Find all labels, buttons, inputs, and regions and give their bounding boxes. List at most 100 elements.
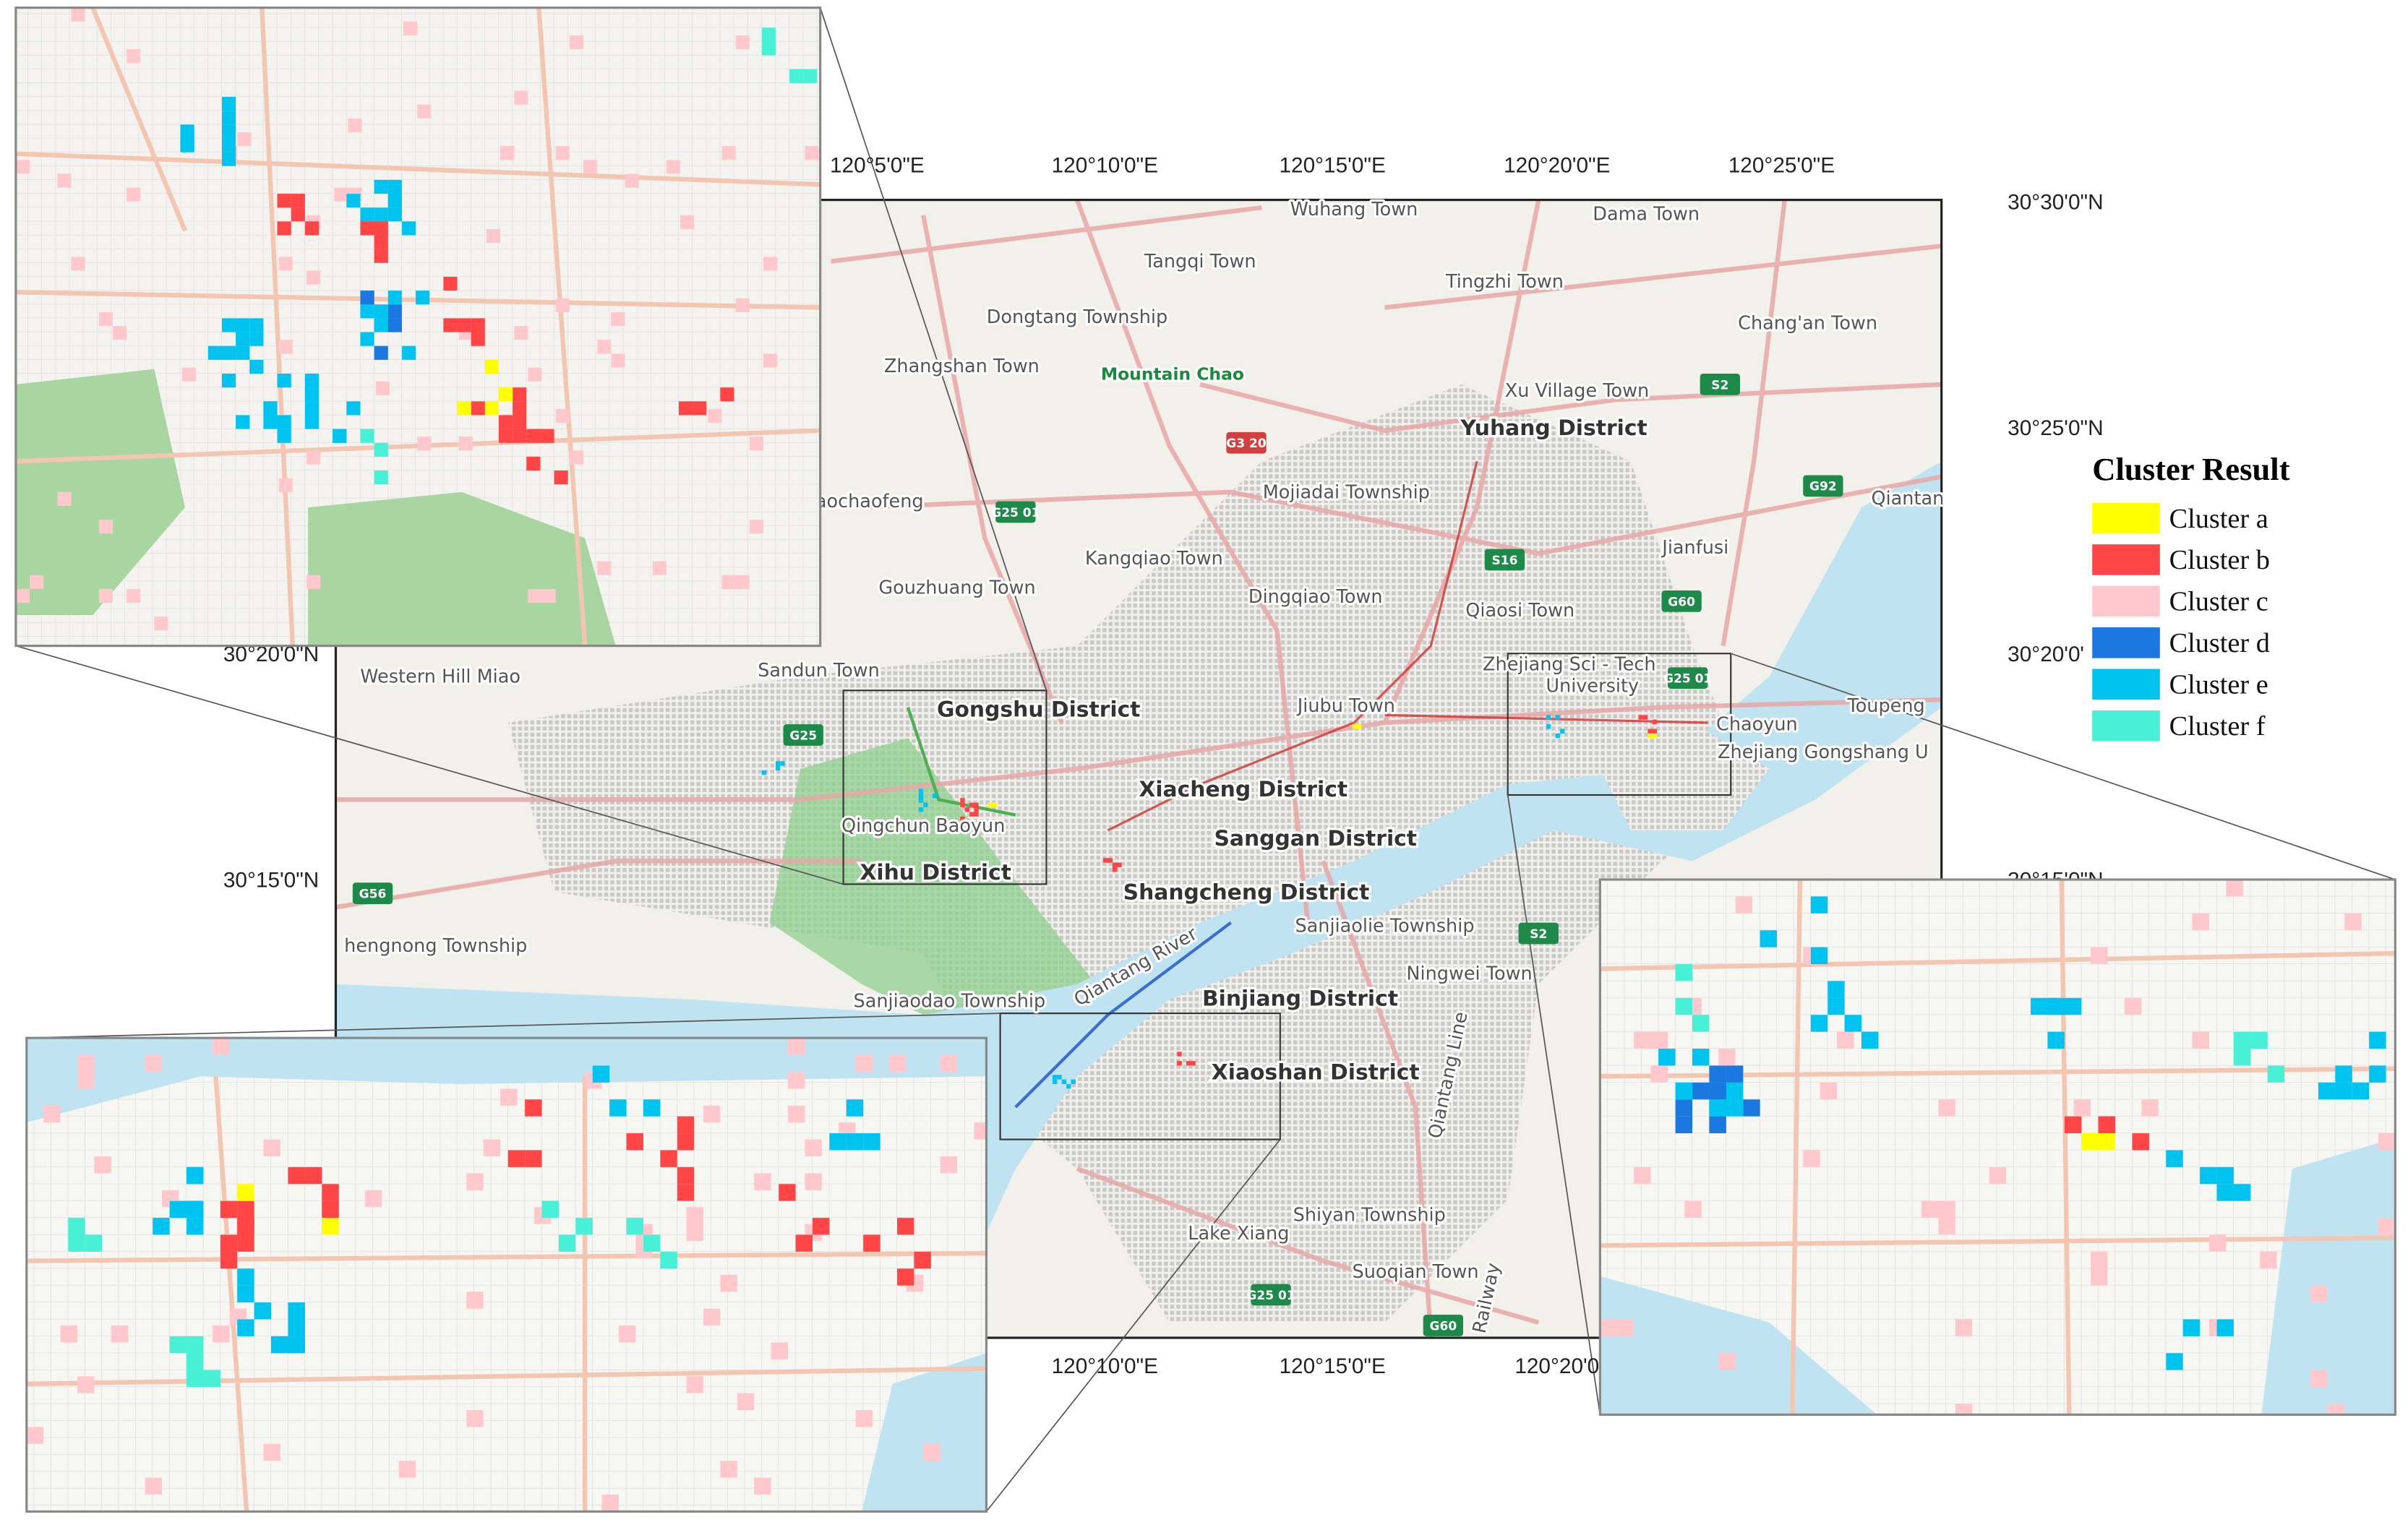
cluster-cell: [2327, 1404, 2345, 1415]
cluster-cell: [77, 1071, 95, 1089]
cluster-cell: [703, 1105, 721, 1123]
cluster-cell: [897, 1268, 914, 1286]
cluster-cell: [145, 1054, 163, 1072]
cluster-cell: [1709, 1116, 1726, 1134]
cluster-cell: [222, 97, 236, 111]
cluster-cell: [735, 298, 750, 312]
cluster-cell: [1989, 1166, 2007, 1185]
cluster-cell: [1938, 1099, 1955, 1117]
cluster-cell: [2047, 997, 2065, 1015]
cluster-cell: [278, 478, 293, 492]
cluster-cell: [1709, 1082, 1726, 1100]
place-label: Dongtang Township: [987, 306, 1167, 328]
cluster-cell: [304, 415, 320, 429]
cluster-cell: [787, 1038, 805, 1055]
cluster-cell: [897, 1218, 914, 1235]
road-shield: [1251, 1284, 1291, 1306]
cluster-cell: [569, 35, 583, 50]
cluster-cell: [220, 1200, 238, 1219]
cluster-cell: [187, 1370, 204, 1388]
cluster-cell: [291, 207, 305, 222]
cluster-cell: [558, 1234, 576, 1252]
cluster-cell: [677, 1166, 695, 1185]
cluster-cell: [288, 1166, 305, 1185]
road-shield-label: G56: [359, 888, 387, 902]
cluster-cell: [795, 1234, 813, 1252]
cluster-cell: [686, 1207, 703, 1224]
cluster-cell: [98, 520, 113, 534]
cluster-cell: [498, 387, 513, 402]
cluster-cell: [609, 1099, 627, 1117]
cluster-cell: [154, 616, 168, 631]
cluster-cell: [401, 345, 416, 360]
cluster-cell: [513, 429, 527, 443]
cluster-cell: [417, 437, 432, 451]
cluster-cell: [375, 381, 390, 395]
cluster-cell: [1921, 1200, 1939, 1219]
cluster-cell: [334, 187, 348, 202]
cluster-cell: [618, 1325, 636, 1343]
cluster-cell: [525, 1150, 542, 1167]
axis-label: 120°20'0"E: [1504, 153, 1610, 177]
place-label: Tangqi Town: [1144, 251, 1256, 272]
cluster-cell: [1071, 1079, 1076, 1084]
cluster-cell: [68, 1218, 85, 1235]
axis-label: 120°25'0"E: [1728, 153, 1835, 177]
cluster-cell: [322, 1200, 339, 1219]
cluster-cell: [2369, 1065, 2386, 1083]
cluster-cell: [180, 124, 194, 139]
map-frame: [334, 198, 1943, 1339]
cluster-cell: [918, 793, 924, 799]
legend-title: Cluster Result: [2092, 451, 2290, 487]
cluster-cell: [987, 802, 993, 808]
cluster-cell: [236, 415, 250, 429]
cluster-cell: [526, 456, 541, 471]
cluster-cell: [277, 429, 291, 443]
cluster-cell: [374, 470, 388, 485]
district-label: Sanggan District: [1214, 826, 1417, 851]
cluster-cell: [541, 1200, 559, 1219]
place-label: Zhangshan Town: [884, 356, 1040, 377]
legend-label: Cluster f: [2169, 711, 2266, 742]
legend: Cluster Result Cluster a Cluster b Cluster…: [2084, 451, 2331, 746]
cluster-cell: [721, 146, 736, 160]
cluster-cell: [720, 387, 734, 402]
place-label: Suoqian Town: [1353, 1261, 1479, 1283]
cluster-cell: [779, 1184, 796, 1201]
cluster-cell: [1803, 1150, 1820, 1167]
cluster-cell: [387, 194, 402, 208]
cluster-cell: [1652, 719, 1658, 725]
legend-swatch: [2092, 710, 2160, 742]
cluster-cell: [360, 291, 374, 305]
legend-label: Cluster e: [2169, 670, 2268, 700]
cluster-cell: [735, 35, 750, 50]
road-shield-label: S2: [1711, 378, 1728, 392]
place-label: Gouzhuang Town: [878, 577, 1035, 598]
legend-swatch: [2092, 544, 2160, 575]
cluster-cell: [2378, 1218, 2396, 1235]
cluster-cell: [626, 1218, 643, 1235]
cluster-cell: [528, 588, 542, 603]
cluster-cell: [2233, 1031, 2251, 1049]
cluster-cell: [960, 816, 965, 822]
road-shield: [1518, 922, 1559, 945]
cluster-cell: [153, 1218, 170, 1235]
axis-label: 120°10'0"E: [1052, 153, 1158, 177]
cluster-cell: [575, 1218, 593, 1235]
cluster-cell: [2352, 1082, 2370, 1100]
cluster-cell: [222, 138, 236, 152]
cluster-cell: [569, 450, 583, 465]
cluster-cell: [71, 7, 85, 22]
cluster-cell: [1107, 858, 1113, 863]
cluster-cell: [15, 588, 30, 603]
cluster-cell: [458, 437, 473, 451]
cluster-cell: [222, 345, 236, 360]
green-label: Mountain Chao: [1101, 364, 1244, 384]
cluster-cell: [720, 1274, 737, 1292]
cluster-cell: [1546, 724, 1551, 729]
cluster-cell: [288, 1319, 305, 1336]
cluster-cell: [1352, 724, 1358, 729]
road-shield-label: G3 20: [1226, 437, 1267, 451]
cluster-cell: [749, 437, 763, 451]
cluster-cell: [1675, 1116, 1693, 1134]
